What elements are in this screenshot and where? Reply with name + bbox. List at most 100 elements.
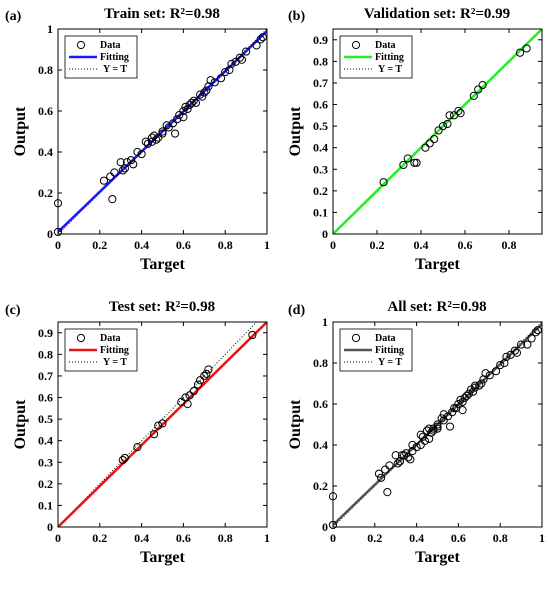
data-point <box>421 143 430 152</box>
data-point <box>108 195 117 204</box>
y-tick-label: 0.2 <box>38 477 53 491</box>
chart-title: Train set: R²=0.98 <box>104 6 220 22</box>
data-point <box>183 399 192 409</box>
data-point <box>193 380 203 389</box>
data-point <box>198 92 207 101</box>
x-axis-label: Target <box>415 549 460 566</box>
y-tick-label: 0.2 <box>38 186 53 200</box>
data-point <box>110 168 119 177</box>
data-point <box>454 399 463 409</box>
y-tick-label: 0 <box>47 520 53 534</box>
data-point <box>464 389 473 398</box>
chart-title: Test set: R²=0.98 <box>109 299 215 315</box>
x-tick-label: 0 <box>55 531 61 545</box>
data-point <box>399 160 408 170</box>
data-point <box>420 436 430 445</box>
data-point <box>379 178 388 187</box>
data-point <box>433 424 442 433</box>
data-point <box>433 422 442 431</box>
x-tick-label: 0 <box>55 238 61 252</box>
data-point <box>399 451 409 460</box>
y-axis-label: Output <box>12 106 29 156</box>
x-axis-label: Target <box>140 549 185 566</box>
data-point <box>456 395 465 404</box>
y-axis-label: Output <box>287 399 304 449</box>
data-point <box>408 447 417 456</box>
data-point <box>154 421 163 430</box>
data-point <box>137 149 146 159</box>
data-point <box>127 156 136 165</box>
x-tick-label: 0.4 <box>134 531 149 545</box>
x-tick-label: 0.4 <box>409 531 424 545</box>
x-tick-label: 1 <box>539 531 545 545</box>
data-point <box>152 135 161 144</box>
data-point <box>133 147 142 157</box>
data-point <box>512 348 522 357</box>
data-point <box>147 133 157 142</box>
legend-data-marker <box>76 333 86 343</box>
data-point <box>191 98 201 107</box>
data-point <box>237 55 247 64</box>
data-point <box>445 422 455 431</box>
data-point <box>158 419 167 428</box>
data-point <box>235 53 244 62</box>
data-point <box>216 74 226 83</box>
data-point <box>200 88 209 97</box>
y-tick-label: 0.2 <box>313 479 328 493</box>
data-point <box>515 48 525 57</box>
data-point <box>404 453 413 462</box>
x-tick-label: 0.2 <box>370 238 385 252</box>
data-point <box>485 371 494 380</box>
panel-0: (a) Train set: R²=0.98 0 0.2 0.4 0.6 0.8 1 0 0.2 0… <box>5 6 270 273</box>
plot-frame <box>57 28 268 235</box>
data-point <box>175 111 184 120</box>
data-point <box>183 104 192 114</box>
data-point <box>196 376 205 385</box>
data-point <box>187 98 196 107</box>
panel-1: (b) Validation set: R²=0.99 0 0.2 0.4 0.6 0.8 0… <box>287 6 543 273</box>
reference-line <box>58 322 257 527</box>
data-point <box>116 158 125 167</box>
legend-label-data: Data <box>375 40 396 51</box>
y-tick-label: 0.8 <box>313 356 328 370</box>
x-tick-label: 0.6 <box>176 238 191 252</box>
data-point <box>385 461 394 470</box>
data-point <box>522 44 531 53</box>
data-point <box>458 406 467 415</box>
legend-label-fitting: Fitting <box>100 345 129 356</box>
data-point <box>256 35 265 44</box>
x-tick-label: 0.8 <box>218 238 233 252</box>
data-point <box>168 119 178 128</box>
data-point <box>523 340 532 349</box>
plot-frame <box>332 28 543 235</box>
y-tick-label: 0.6 <box>313 98 328 112</box>
y-tick-label: 0 <box>322 520 328 534</box>
y-tick-label: 0.6 <box>38 104 53 118</box>
data-point <box>164 123 173 132</box>
plot-frame <box>57 321 268 528</box>
data-point <box>227 59 236 68</box>
data-point <box>412 158 421 167</box>
data-point <box>143 139 152 148</box>
legend-label-reference: Y = T <box>378 64 402 75</box>
y-tick-label: 0.9 <box>38 326 53 340</box>
data-point <box>403 154 412 163</box>
legend-label-reference: Y = T <box>378 357 402 368</box>
data-point <box>412 442 421 452</box>
x-tick-label: 1 <box>264 238 270 252</box>
data-point <box>179 113 188 122</box>
y-tick-label: 0.8 <box>38 63 53 77</box>
legend-label-fitting: Fitting <box>375 52 404 63</box>
data-point <box>531 328 540 337</box>
data-point <box>439 416 448 425</box>
data-point <box>374 469 384 478</box>
data-point <box>118 166 127 175</box>
y-tick-label: 0 <box>322 227 328 241</box>
panel-3: (d) All set: R²=0.98 0 0.2 0.4 0.6 0.8 1 0 0.2 0.4… <box>287 299 545 566</box>
data-point <box>439 410 448 419</box>
data-point <box>481 369 490 378</box>
y-tick-label: 0.5 <box>313 119 328 133</box>
data-point <box>99 176 109 185</box>
